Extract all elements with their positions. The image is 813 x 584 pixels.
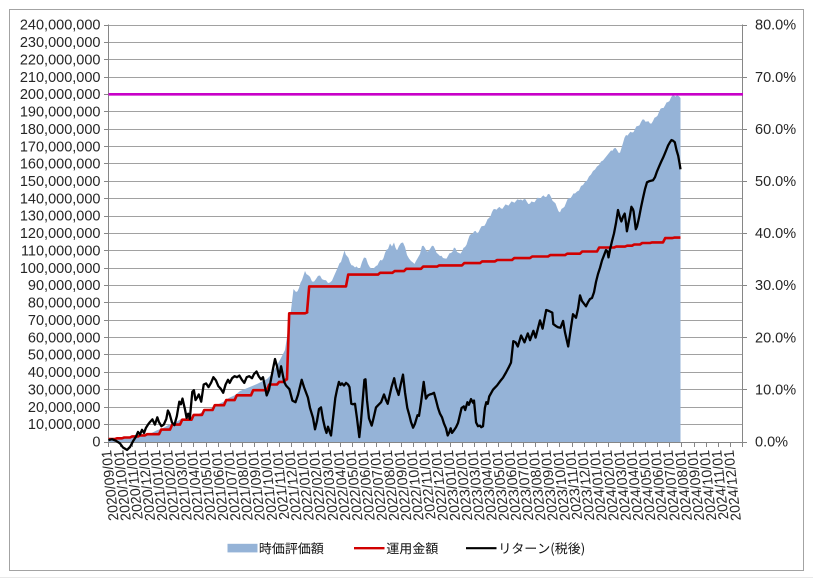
svg-text:2024/07/01: 2024/07/01 [660,449,683,521]
svg-text:2022/05/01: 2022/05/01 [343,449,366,521]
svg-text:190,000,000: 190,000,000 [20,105,101,121]
svg-text:80.0%: 80.0% [755,18,796,34]
svg-text:2024/11/01: 2024/11/01 [709,449,732,520]
svg-text:2023/12/01: 2023/12/01 [575,449,598,521]
svg-text:2022/06/01: 2022/06/01 [355,449,378,521]
svg-text:2022/07/01: 2022/07/01 [368,449,391,521]
svg-text:2024/08/01: 2024/08/01 [673,449,696,521]
svg-text:2021/06/01: 2021/06/01 [209,449,232,521]
svg-text:30.0%: 30.0% [755,278,796,294]
svg-text:2022/03/01: 2022/03/01 [319,449,342,521]
svg-text:2021/05/01: 2021/05/01 [197,449,220,521]
svg-text:2021/03/01: 2021/03/01 [172,449,195,521]
svg-text:2020/09/01: 2020/09/01 [99,449,122,521]
svg-text:2023/10/01: 2023/10/01 [551,449,574,521]
svg-text:2021/12/01: 2021/12/01 [282,449,305,521]
svg-text:2021/07/01: 2021/07/01 [221,449,244,521]
svg-text:2023/04/01: 2023/04/01 [477,449,500,521]
svg-text:2022/10/01: 2022/10/01 [404,449,427,521]
svg-text:220,000,000: 220,000,000 [20,52,101,68]
svg-text:2024/01/01: 2024/01/01 [587,449,610,521]
svg-text:150,000,000: 150,000,000 [20,174,101,190]
svg-text:2024/02/01: 2024/02/01 [599,449,622,521]
svg-text:2024/04/01: 2024/04/01 [624,449,647,521]
svg-text:2022/02/01: 2022/02/01 [307,449,330,521]
svg-text:2021/10/01: 2021/10/01 [258,449,281,521]
svg-text:2024/09/01: 2024/09/01 [685,449,708,521]
svg-text:230,000,000: 230,000,000 [20,35,101,51]
svg-text:40.0%: 40.0% [755,226,796,242]
svg-text:2024/03/01: 2024/03/01 [612,449,635,521]
svg-text:70,000,000: 70,000,000 [28,313,101,329]
svg-text:50.0%: 50.0% [755,174,796,190]
svg-text:120,000,000: 120,000,000 [20,226,101,242]
svg-text:2020/12/01: 2020/12/01 [136,449,159,521]
svg-text:2021/04/01: 2021/04/01 [185,449,208,521]
svg-text:60,000,000: 60,000,000 [28,330,101,346]
svg-text:240,000,000: 240,000,000 [20,18,101,34]
svg-text:2024/06/01: 2024/06/01 [648,449,671,521]
svg-text:160,000,000: 160,000,000 [20,157,101,173]
svg-text:0.0%: 0.0% [755,435,788,451]
svg-text:2022/01/01: 2022/01/01 [294,449,317,521]
svg-text:2023/06/01: 2023/06/01 [502,449,525,521]
svg-text:100,000,000: 100,000,000 [20,261,101,277]
svg-text:10,000,000: 10,000,000 [28,417,101,433]
svg-text:2024/10/01: 2024/10/01 [697,449,720,521]
svg-text:2022/09/01: 2022/09/01 [392,449,415,521]
svg-text:2023/02/01: 2023/02/01 [453,449,476,521]
svg-text:2021/09/01: 2021/09/01 [246,449,269,521]
svg-text:2023/05/01: 2023/05/01 [490,449,513,521]
svg-text:2023/01/01: 2023/01/01 [441,449,464,521]
svg-text:60.0%: 60.0% [755,122,796,138]
svg-text:80,000,000: 80,000,000 [28,296,101,312]
svg-text:200,000,000: 200,000,000 [20,87,101,103]
svg-text:170,000,000: 170,000,000 [20,139,101,155]
svg-text:2020/10/01: 2020/10/01 [111,449,134,521]
svg-text:90,000,000: 90,000,000 [28,278,101,294]
svg-text:30,000,000: 30,000,000 [28,382,101,398]
svg-text:2023/09/01: 2023/09/01 [538,449,561,521]
svg-text:20.0%: 20.0% [755,330,796,346]
svg-text:130,000,000: 130,000,000 [20,209,101,225]
svg-text:40,000,000: 40,000,000 [28,365,101,381]
svg-text:2021/11/01: 2021/11/01 [270,449,293,520]
svg-text:2022/04/01: 2022/04/01 [331,449,354,521]
svg-text:2023/11/01: 2023/11/01 [563,449,586,520]
svg-text:2020/11/01: 2020/11/01 [124,449,147,520]
svg-text:2022/12/01: 2022/12/01 [429,449,452,521]
svg-text:10.0%: 10.0% [755,382,796,398]
svg-text:2023/03/01: 2023/03/01 [465,449,488,521]
svg-text:2021/02/01: 2021/02/01 [160,449,183,521]
svg-text:180,000,000: 180,000,000 [20,122,101,138]
svg-text:2021/01/01: 2021/01/01 [148,449,171,521]
svg-text:140,000,000: 140,000,000 [20,191,101,207]
svg-text:70.0%: 70.0% [755,70,796,86]
svg-text:2024/05/01: 2024/05/01 [636,449,659,521]
svg-text:0: 0 [92,435,100,451]
svg-text:2022/08/01: 2022/08/01 [380,449,403,521]
svg-text:2023/08/01: 2023/08/01 [526,449,549,521]
svg-text:2024/12/01: 2024/12/01 [721,449,744,521]
svg-text:2021/08/01: 2021/08/01 [233,449,256,521]
svg-text:2023/07/01: 2023/07/01 [514,449,537,521]
svg-text:110,000,000: 110,000,000 [21,244,101,260]
svg-text:210,000,000: 210,000,000 [20,70,101,86]
svg-text:20,000,000: 20,000,000 [28,400,101,416]
svg-text:50,000,000: 50,000,000 [28,348,101,364]
svg-text:2022/11/01: 2022/11/01 [416,449,439,520]
